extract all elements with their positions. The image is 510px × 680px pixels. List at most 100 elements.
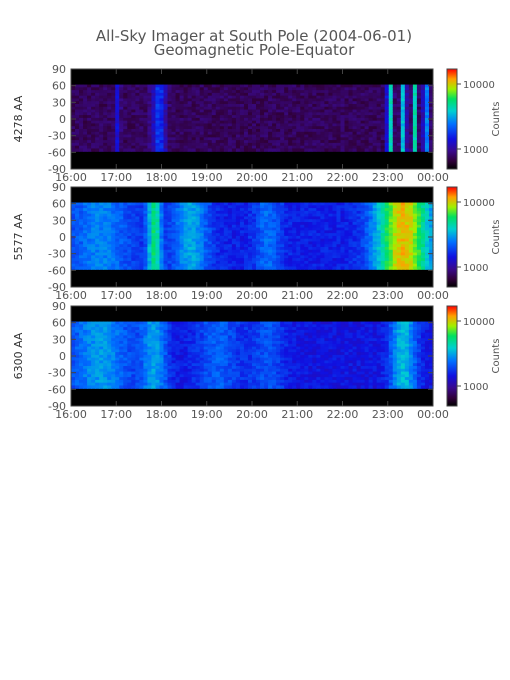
heatmap-cell — [79, 244, 84, 248]
heatmap-cell — [107, 241, 112, 245]
heatmap-cell — [272, 260, 277, 265]
heatmap-cell — [235, 241, 241, 245]
heatmap-cell — [416, 222, 422, 226]
heatmap-cell — [268, 92, 273, 97]
heatmap-cell — [135, 247, 140, 251]
heatmap-cell — [143, 377, 149, 381]
heatmap-cell — [147, 219, 153, 223]
heatmap-cell — [127, 148, 132, 152]
heatmap-cell — [428, 148, 434, 152]
heatmap-cell — [332, 222, 338, 226]
heatmap-cell — [163, 104, 169, 108]
heatmap-cell — [139, 329, 144, 334]
heatmap-cell — [155, 104, 161, 108]
heatmap-cell — [95, 137, 100, 141]
heatmap-cell — [284, 84, 289, 88]
heatmap-cell — [272, 263, 277, 268]
heatmap-cell — [312, 213, 317, 218]
heatmap-cell — [388, 252, 394, 256]
heatmap-cell — [320, 90, 325, 94]
heatmap-cell — [424, 255, 430, 259]
heatmap-cell — [99, 235, 104, 240]
heatmap-cell — [147, 349, 153, 353]
heatmap-cell — [316, 129, 321, 133]
heatmap-cell — [332, 142, 338, 147]
heatmap-cell — [119, 140, 124, 144]
heatmap-cell — [328, 233, 334, 237]
heatmap-cell — [151, 235, 157, 240]
heatmap-cell — [211, 95, 217, 100]
heatmap-cell — [320, 260, 325, 265]
heatmap-cell — [424, 205, 430, 209]
heatmap-cell — [272, 92, 277, 97]
heatmap-cell — [408, 92, 414, 97]
heatmap-cell — [352, 131, 358, 136]
heatmap-cells — [71, 321, 434, 389]
heatmap-cell — [336, 241, 342, 245]
heatmap-cell — [167, 84, 173, 88]
heatmap-cell — [231, 131, 237, 136]
heatmap-cell — [127, 227, 132, 231]
heatmap-cell — [163, 140, 169, 144]
heatmap-cell — [227, 216, 233, 220]
heatmap-cell — [103, 148, 108, 152]
heatmap-cell — [428, 266, 434, 270]
heatmap-cell — [119, 87, 124, 91]
heatmap-cell — [143, 227, 149, 231]
heatmap-cell — [223, 210, 229, 215]
heatmap-cell — [239, 137, 245, 141]
heatmap-cell — [179, 117, 185, 122]
heatmap-cell — [71, 115, 76, 119]
heatmap-cell — [183, 148, 189, 152]
heatmap-cell — [296, 224, 301, 229]
heatmap-cell — [215, 235, 221, 240]
heatmap-cell — [163, 109, 169, 113]
heatmap-cell — [151, 222, 157, 226]
heatmap-cell — [356, 109, 362, 113]
heatmap-cell — [131, 244, 136, 248]
heatmap-cell — [103, 106, 108, 111]
heatmap-cell — [119, 249, 124, 254]
heatmap-cell — [163, 213, 169, 218]
heatmap-cell — [316, 238, 321, 243]
heatmap-cell — [119, 335, 124, 339]
heatmap-cell — [123, 327, 128, 331]
heatmap-cell — [252, 255, 257, 259]
heatmap-cell — [396, 123, 402, 127]
heatmap-cell — [420, 216, 426, 220]
heatmap-cell — [175, 148, 181, 152]
heatmap-cell — [420, 227, 426, 231]
heatmap-cell — [103, 255, 108, 259]
heatmap-cell — [400, 222, 406, 226]
heatmap-cell — [139, 235, 144, 240]
heatmap-cell — [360, 247, 366, 251]
heatmap-cell — [328, 213, 334, 218]
heatmap-cell — [211, 266, 217, 270]
heatmap-cell — [155, 341, 161, 345]
heatmap-cell — [404, 95, 410, 100]
heatmap-cell — [147, 263, 153, 268]
heatmap-cell — [324, 210, 330, 215]
heatmap-cell — [388, 104, 394, 108]
heatmap-cell — [143, 352, 149, 356]
heatmap-cell — [127, 115, 132, 119]
heatmap-cell — [107, 126, 112, 130]
heatmap-cell — [284, 126, 289, 130]
heatmap-cell — [111, 335, 116, 339]
heatmap-cell — [163, 129, 169, 133]
heatmap-cell — [260, 222, 265, 226]
heatmap-cell — [420, 252, 426, 256]
heatmap-cell — [95, 235, 100, 240]
heatmap-cell — [115, 327, 120, 331]
heatmap-cell — [71, 258, 76, 262]
heatmap-cell — [288, 98, 293, 102]
heatmap-cell — [87, 230, 92, 234]
heatmap-cell — [131, 230, 136, 234]
heatmap-cell — [424, 104, 430, 108]
heatmap-cell — [320, 112, 325, 116]
heatmap-cell — [135, 104, 140, 108]
heatmap-cell — [320, 137, 325, 141]
heatmap-cell — [268, 148, 273, 152]
heatmap-cell — [268, 115, 273, 119]
heatmap-cell — [175, 115, 181, 119]
